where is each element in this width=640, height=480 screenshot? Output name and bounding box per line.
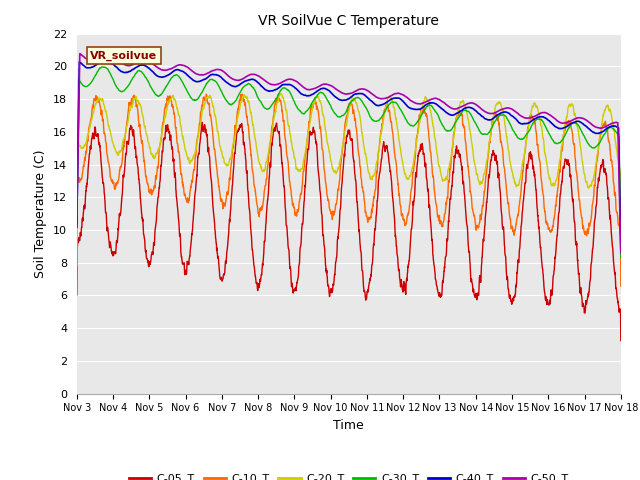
Text: VR_soilvue: VR_soilvue xyxy=(90,51,157,61)
Legend: C-05_T, C-10_T, C-20_T, C-30_T, C-40_T, C-50_T: C-05_T, C-10_T, C-20_T, C-30_T, C-40_T, … xyxy=(124,469,573,480)
Title: VR SoilVue C Temperature: VR SoilVue C Temperature xyxy=(259,14,439,28)
Y-axis label: Soil Temperature (C): Soil Temperature (C) xyxy=(35,149,47,278)
X-axis label: Time: Time xyxy=(333,419,364,432)
